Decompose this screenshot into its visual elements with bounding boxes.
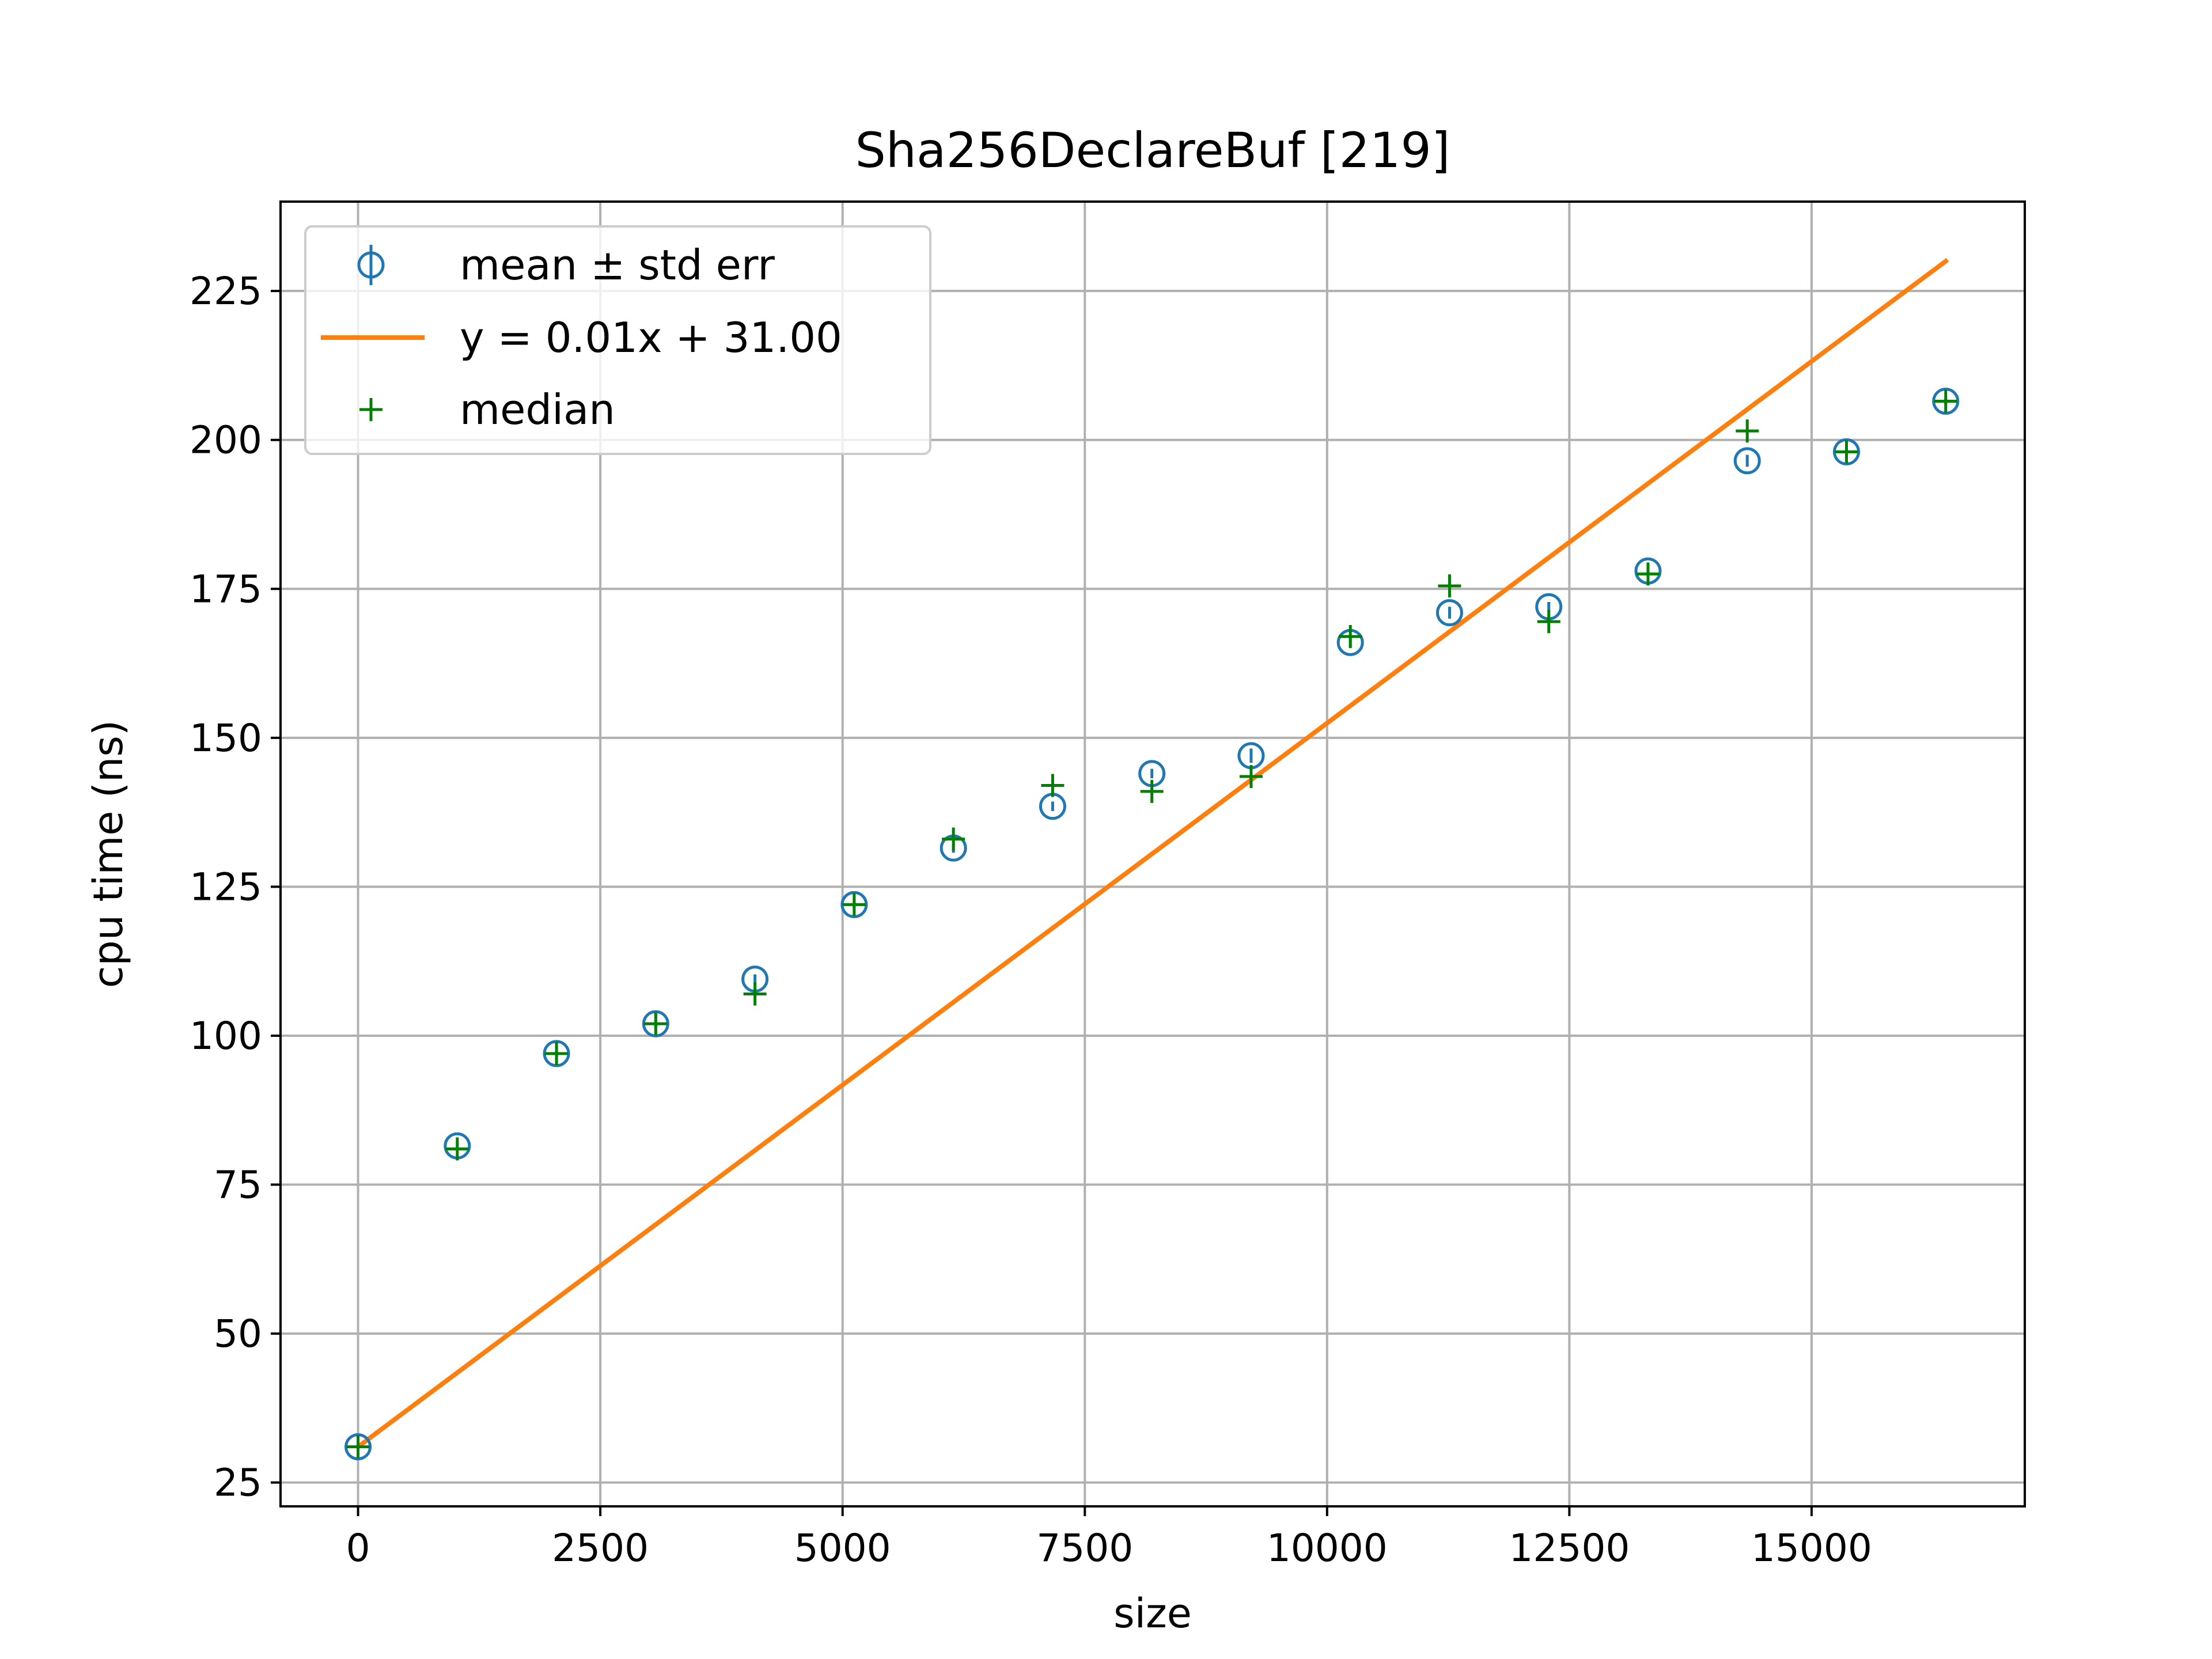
y-tick-label: 25 [214,1461,262,1505]
legend-circle-marker-icon [357,251,385,279]
median-point [1339,625,1362,648]
mean-point [1435,599,1463,627]
x-tick-label: 0 [346,1526,370,1570]
median-point [1438,574,1461,598]
median-point [842,893,866,916]
chart-title: Sha256DeclareBuf [219] [855,122,1450,179]
y-tick-label: 225 [190,269,262,313]
legend-box [304,225,931,455]
median-point [1835,440,1858,464]
x-tick-label: 10000 [1267,1526,1388,1570]
legend-entry-mean: mean ± std err [357,241,775,289]
x-tick-label: 2500 [552,1526,649,1570]
median-point [545,1041,569,1065]
y-tick-label: 75 [214,1163,262,1207]
x-axis-ticks: 0 2500 5000 7500 10000 12500 15000 [346,1506,1872,1570]
y-tick-label: 125 [190,865,262,909]
fit-line [354,257,1949,1450]
legend-label-fit: y = 0.01x + 31.00 [460,313,842,362]
median-points-layer [346,389,1957,1459]
fit-line-layer [354,257,1949,1450]
mean-point [1832,438,1860,465]
x-axis-label: size [1113,1590,1192,1637]
legend: mean ± std err y = 0.01x + 31.00 median [304,225,931,455]
x-tick-label: 7500 [1036,1526,1133,1570]
y-axis-label: cpu time (ns) [85,720,132,988]
median-point [1041,774,1065,797]
median-point [346,1435,370,1459]
median-point [644,1012,668,1036]
x-tick-label: 5000 [794,1526,891,1570]
y-tick-label: 50 [214,1312,262,1356]
x-tick-label: 15000 [1751,1526,1872,1570]
y-axis-ticks: 25 50 75 100 125 150 175 200 225 [190,269,281,1505]
plot-frame [279,200,2026,1508]
median-point [445,1137,469,1161]
median-point [1636,562,1660,586]
median-point [942,827,965,851]
mean-point [543,1040,570,1067]
y-tick-label: 150 [190,716,262,760]
mean-point [344,1433,372,1461]
mean-point [642,1010,669,1037]
mean-point [1932,387,1960,415]
median-point [743,982,767,1006]
y-tick-label: 175 [190,567,262,611]
y-tick-label: 200 [190,418,262,463]
legend-entry-median: median [359,385,615,434]
median-point [1537,610,1560,634]
legend-label-mean: mean ± std err [460,241,775,289]
median-point [1140,779,1164,803]
median-point [1934,389,1957,413]
x-tick-label: 12500 [1509,1526,1630,1570]
mean-point [1733,447,1761,475]
median-point [1736,419,1759,443]
median-point [1239,765,1263,789]
y-tick-label: 100 [190,1014,262,1058]
legend-label-median: median [460,385,615,434]
mean-point [840,891,868,918]
legend-entry-fit: y = 0.01x + 31.00 [321,313,842,362]
